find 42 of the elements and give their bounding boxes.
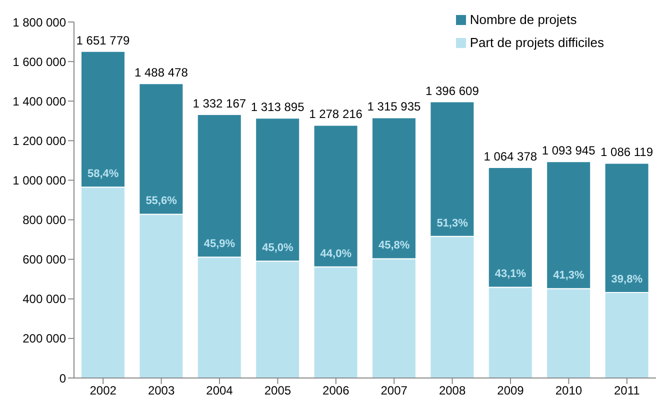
legend-label: Part de projets difficiles: [470, 35, 604, 50]
annotation: 43,1%: [494, 268, 526, 280]
annotation: 45,9%: [204, 238, 236, 250]
y-tick-label: 1 000 000: [12, 173, 66, 188]
y-tick-label: 400 000: [22, 292, 66, 306]
total-label: 1 064 378: [484, 149, 538, 164]
annotation: 51,3%: [436, 217, 468, 230]
annotation: 58,4%: [88, 168, 119, 180]
y-tick-label: 1 400 000: [12, 94, 66, 108]
x-tick-label: 2007: [380, 384, 408, 398]
total-label: 1 488 478: [134, 66, 188, 80]
x-tick-label: 2009: [497, 384, 524, 398]
total-label: 1 396 609: [425, 84, 480, 98]
total-label: 1 651 779: [76, 33, 130, 48]
y-tick-label: 0: [59, 371, 66, 386]
y-tick-label: 1 800 000: [12, 15, 66, 30]
total-label: 1 315 935: [367, 100, 421, 114]
annotation: 55,6%: [146, 195, 178, 208]
x-tick-label: 2005: [264, 384, 292, 398]
legend-label: Nombre de projets: [470, 12, 577, 27]
y-tick-label: 600 000: [22, 252, 66, 267]
x-tick-label: 2004: [206, 384, 234, 398]
total-label: 1 086 119: [600, 145, 654, 160]
y-tick-label: 1 600 000: [12, 54, 66, 69]
total-label: 1 278 216: [309, 107, 363, 122]
total-label: 1 313 895: [250, 100, 305, 114]
annotation: 45,8%: [378, 240, 410, 252]
y-tick-label: 1 200 000: [12, 134, 66, 148]
y-tick-label: 800 000: [22, 213, 66, 228]
x-tick-label: 2002: [90, 384, 117, 398]
annotation: 39,8%: [611, 274, 643, 286]
annotation: 44,0%: [320, 248, 352, 260]
total-label: 1 093 945: [542, 144, 596, 158]
y-tick-label: 200 000: [22, 332, 66, 346]
x-tick-label: 2011: [614, 384, 640, 398]
annotation: 41,3%: [553, 270, 585, 282]
x-tick-label: 2003: [148, 384, 175, 398]
x-tick-label: 2006: [322, 384, 350, 398]
x-tick-label: 2010: [555, 384, 582, 398]
x-tick-label: 2008: [438, 384, 466, 398]
annotation: 45,0%: [262, 242, 294, 254]
total-label: 1 332 167: [192, 96, 246, 111]
